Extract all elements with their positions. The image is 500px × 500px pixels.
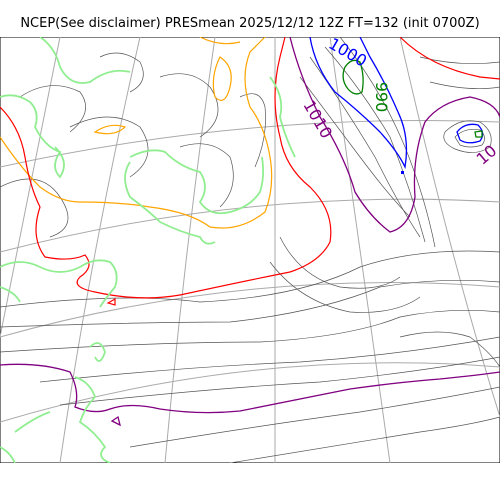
isobars-minor (0, 37, 500, 463)
isobar-990 (309, 37, 408, 170)
isobar-1000 (289, 37, 500, 233)
contour-label-990: 990 (372, 82, 391, 113)
map-title: NCEP(See disclaimer) PRESmean 2025/12/12… (20, 16, 480, 31)
coastlines (0, 37, 296, 463)
isobar-1020 (0, 37, 273, 229)
isobar-1010 (0, 37, 332, 299)
pressure-map: 1000 990 1010 10 (0, 37, 500, 463)
isobar-980 (342, 59, 364, 95)
